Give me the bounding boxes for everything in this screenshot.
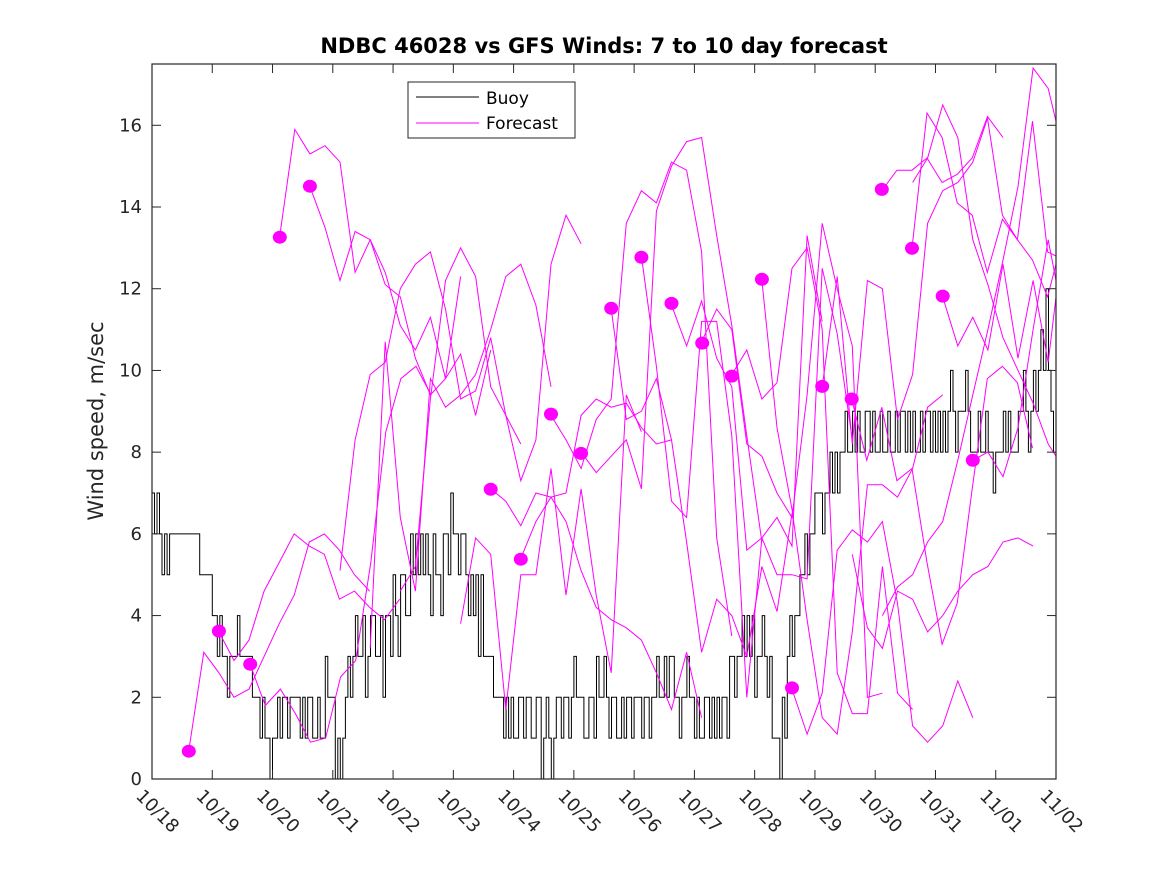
forecast-start-marker-14 bbox=[754, 272, 769, 286]
forecast-line-16 bbox=[701, 223, 883, 698]
forecast-line-12 bbox=[580, 136, 763, 543]
forecast-line-0 bbox=[188, 533, 370, 751]
forecast-line-22 bbox=[881, 115, 1057, 299]
forecast-line-27 bbox=[881, 66, 1057, 616]
y-axis: 0 2 4 6 8 10 12 14 16 bbox=[119, 115, 1056, 790]
forecast-line-20 bbox=[821, 116, 1004, 445]
forecast-line-18 bbox=[761, 280, 944, 736]
forecast-start-marker-3 bbox=[272, 230, 287, 244]
forecast-start-marker-12 bbox=[695, 336, 710, 350]
y-tick-label: 14 bbox=[119, 197, 142, 218]
forecast-line-14 bbox=[640, 235, 823, 698]
forecast-start-marker-15 bbox=[785, 681, 799, 695]
forecast-start-marker-8 bbox=[574, 446, 589, 460]
y-tick-label: 6 bbox=[131, 524, 142, 545]
y-tick-label: 2 bbox=[131, 687, 142, 708]
y-tick-label: 16 bbox=[119, 115, 142, 136]
forecast-start-marker-19 bbox=[905, 241, 919, 255]
forecast-start-marker-1 bbox=[211, 624, 226, 638]
forecast-start-marker-18 bbox=[874, 182, 889, 196]
forecast-line-28 bbox=[851, 537, 1034, 650]
forecast-series bbox=[188, 66, 1057, 751]
legend-buoy-label: Buoy bbox=[486, 89, 529, 109]
forecast-start-marker-10 bbox=[634, 250, 649, 264]
forecast-start-marker-0 bbox=[181, 744, 196, 758]
y-tick-label: 4 bbox=[131, 606, 142, 627]
y-tick-label: 0 bbox=[131, 769, 142, 790]
forecast-line-17 bbox=[731, 246, 913, 715]
forecast-line-5 bbox=[339, 251, 522, 571]
forecast-line-9 bbox=[490, 398, 672, 527]
forecast-line-19 bbox=[791, 520, 974, 743]
forecast-line-8 bbox=[460, 394, 642, 710]
chart-title: NDBC 46028 vs GFS Winds: 7 to 10 day for… bbox=[320, 34, 887, 58]
y-axis-label: Wind speed, m/sec bbox=[84, 321, 108, 520]
forecast-line-15 bbox=[671, 268, 853, 580]
forecast-start-marker-17 bbox=[844, 392, 859, 406]
plot-frame bbox=[151, 63, 1057, 780]
forecast-line-13 bbox=[610, 309, 793, 659]
forecast-line-4 bbox=[309, 186, 492, 416]
forecast-start-marker-9 bbox=[604, 301, 619, 315]
forecast-line-2 bbox=[249, 365, 432, 743]
forecast-start-marker-6 bbox=[513, 552, 528, 566]
forecast-start-marker-11 bbox=[664, 296, 679, 310]
y-tick-label: 10 bbox=[119, 360, 142, 381]
forecast-line-21 bbox=[851, 365, 1033, 647]
forecast-start-marker-13 bbox=[724, 369, 739, 383]
forecast-start-marker-4 bbox=[302, 179, 317, 193]
forecast-start-marker-5 bbox=[483, 482, 498, 496]
forecast-line-6 bbox=[369, 263, 552, 649]
legend-forecast-label: Forecast bbox=[486, 114, 558, 134]
forecast-start-marker-21 bbox=[965, 453, 980, 467]
forecast-line-11 bbox=[550, 161, 733, 637]
y-tick-label: 12 bbox=[119, 279, 142, 300]
y-tick-label: 8 bbox=[131, 442, 142, 463]
forecast-start-marker-20 bbox=[935, 289, 950, 303]
forecast-start-marker-16 bbox=[815, 379, 830, 393]
legend-box bbox=[407, 81, 576, 139]
forecast-line-10 bbox=[520, 496, 703, 718]
forecast-line-7 bbox=[399, 213, 582, 592]
forecast-start-marker-7 bbox=[544, 407, 558, 421]
legend: Buoy Forecast bbox=[407, 81, 576, 139]
forecast-line-1 bbox=[218, 533, 401, 662]
forecast-start-markers bbox=[181, 179, 980, 758]
forecast-start-marker-2 bbox=[243, 657, 258, 671]
